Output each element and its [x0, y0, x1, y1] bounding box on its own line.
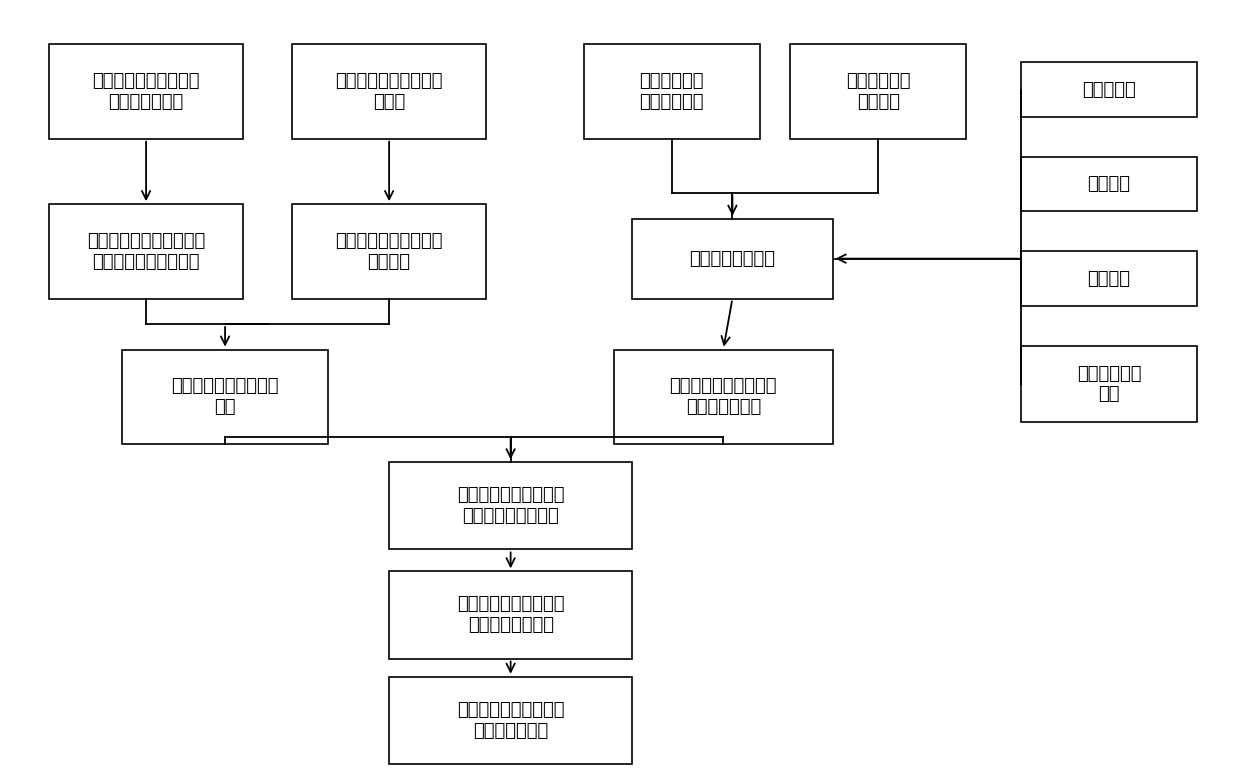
Bar — [389, 677, 632, 764]
Text: 气象因素: 气象因素 — [1087, 270, 1131, 287]
Bar — [291, 44, 486, 139]
Text: 交流电网运行
方式: 交流电网运行 方式 — [1076, 365, 1141, 404]
Text: 计算各站点偏磁影响风
险度: 计算各站点偏磁影响风 险度 — [171, 377, 279, 416]
Bar — [48, 204, 243, 298]
Text: 监测数据关联规则: 监测数据关联规则 — [689, 249, 775, 268]
Text: 运行时间段: 运行时间段 — [1083, 80, 1136, 99]
Bar — [48, 44, 243, 139]
Text: 监测站点中性点直流电
流变化趋势评估: 监测站点中性点直流电 流变化趋势评估 — [670, 377, 777, 416]
Text: 划定偏磁预警等级，圈
定偏磁影响站点: 划定偏磁预警等级，圈 定偏磁影响站点 — [456, 701, 564, 740]
Bar — [291, 204, 486, 298]
Bar — [122, 350, 329, 444]
Text: 季节因素: 季节因素 — [1087, 175, 1131, 193]
Text: 按照地铁线路图将电网
划分为若干网格: 按照地铁线路图将电网 划分为若干网格 — [92, 72, 200, 111]
Bar — [1021, 346, 1197, 422]
Bar — [389, 571, 632, 658]
Bar — [1021, 157, 1197, 211]
Text: 按照网格计算地铁运行对
各变电站点的影响概率: 按照网格计算地铁运行对 各变电站点的影响概率 — [87, 232, 205, 271]
Bar — [790, 44, 966, 139]
Bar — [1021, 252, 1197, 306]
Bar — [1021, 62, 1197, 117]
Text: 计算电力网络中变压器
的直流电流影响因子: 计算电力网络中变压器 的直流电流影响因子 — [456, 486, 564, 525]
Text: 计算电网中各站点的重
要程度: 计算电网中各站点的重 要程度 — [335, 72, 443, 111]
Bar — [389, 462, 632, 549]
Text: 监测站点偏磁
告警信息统计: 监测站点偏磁 告警信息统计 — [640, 72, 704, 111]
Text: 监测站点监测
数据统计: 监测站点监测 数据统计 — [846, 72, 910, 111]
Text: 非监测站点中性点直流
电流变化趋势评估: 非监测站点中性点直流 电流变化趋势评估 — [456, 595, 564, 634]
Bar — [584, 44, 760, 139]
Bar — [614, 350, 832, 444]
Text: 计算电网中各站点之间
的关联度: 计算电网中各站点之间 的关联度 — [335, 232, 443, 271]
Bar — [632, 219, 833, 298]
